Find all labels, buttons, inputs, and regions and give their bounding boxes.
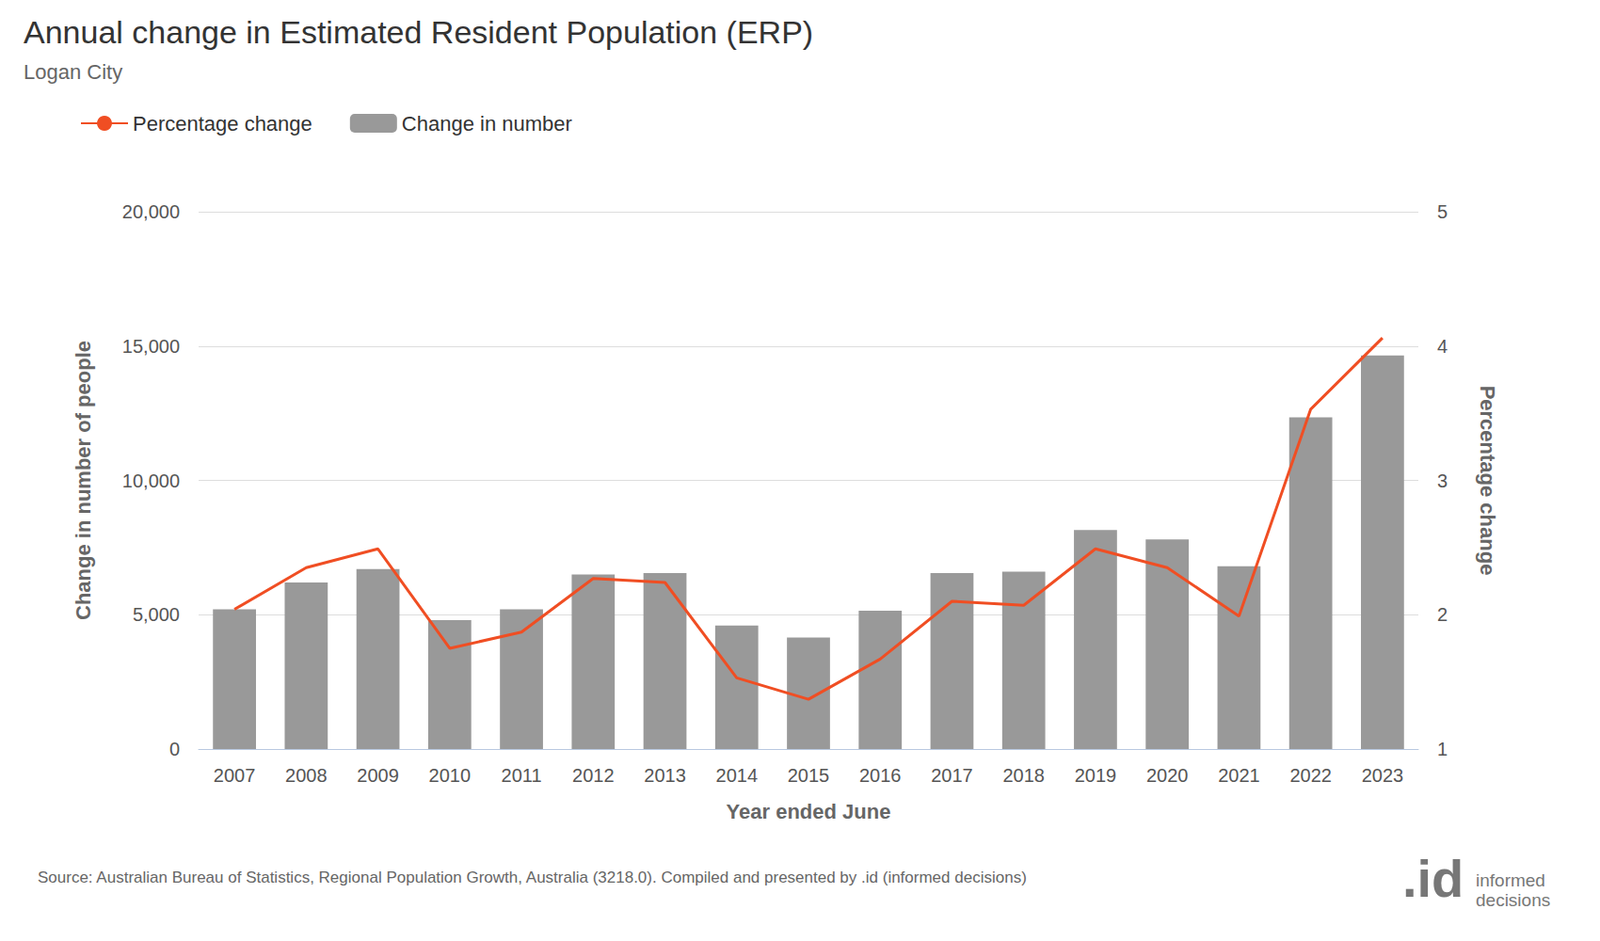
svg-text:5,000: 5,000 xyxy=(132,604,180,625)
svg-text:2: 2 xyxy=(1437,604,1448,625)
svg-text:Annual change in Estimated Res: Annual change in Estimated Resident Popu… xyxy=(23,14,814,50)
svg-text:2010: 2010 xyxy=(429,765,472,786)
svg-text:Source: Australian Bureau of S: Source: Australian Bureau of Statistics,… xyxy=(37,868,1027,887)
svg-text:5: 5 xyxy=(1437,201,1448,223)
svg-text:2016: 2016 xyxy=(859,765,902,786)
svg-text:2012: 2012 xyxy=(572,765,615,786)
svg-text:2008: 2008 xyxy=(285,765,328,786)
svg-text:2018: 2018 xyxy=(1002,765,1045,786)
svg-text:15,000: 15,000 xyxy=(122,336,180,357)
svg-text:Logan City: Logan City xyxy=(23,60,123,84)
svg-text:2007: 2007 xyxy=(213,765,256,786)
svg-text:20,000: 20,000 xyxy=(122,201,180,223)
svg-text:2019: 2019 xyxy=(1074,765,1118,786)
svg-text:2023: 2023 xyxy=(1361,765,1405,786)
svg-text:2022: 2022 xyxy=(1289,765,1332,786)
svg-text:informed: informed xyxy=(1475,870,1546,891)
svg-text:2020: 2020 xyxy=(1146,765,1189,786)
svg-text:0: 0 xyxy=(169,738,180,760)
svg-text:10,000: 10,000 xyxy=(122,470,180,492)
svg-text:Change in number of people: Change in number of people xyxy=(71,340,96,621)
svg-text:Percentage change: Percentage change xyxy=(132,112,313,136)
svg-text:2013: 2013 xyxy=(643,765,687,786)
svg-text:2015: 2015 xyxy=(787,765,831,786)
svg-text:Change in number: Change in number xyxy=(401,112,573,136)
svg-text:decisions: decisions xyxy=(1475,890,1551,911)
svg-text:2017: 2017 xyxy=(930,765,974,786)
svg-text:Percentage change: Percentage change xyxy=(1475,385,1500,576)
svg-text:.id: .id xyxy=(1402,848,1464,909)
svg-text:2009: 2009 xyxy=(356,765,400,786)
svg-text:4: 4 xyxy=(1437,336,1448,357)
svg-text:3: 3 xyxy=(1437,470,1448,492)
svg-text:2021: 2021 xyxy=(1217,765,1261,786)
svg-text:1: 1 xyxy=(1437,738,1448,760)
svg-text:2011: 2011 xyxy=(501,765,543,786)
svg-text:2014: 2014 xyxy=(716,765,759,786)
svg-text:Year ended June: Year ended June xyxy=(726,800,892,824)
